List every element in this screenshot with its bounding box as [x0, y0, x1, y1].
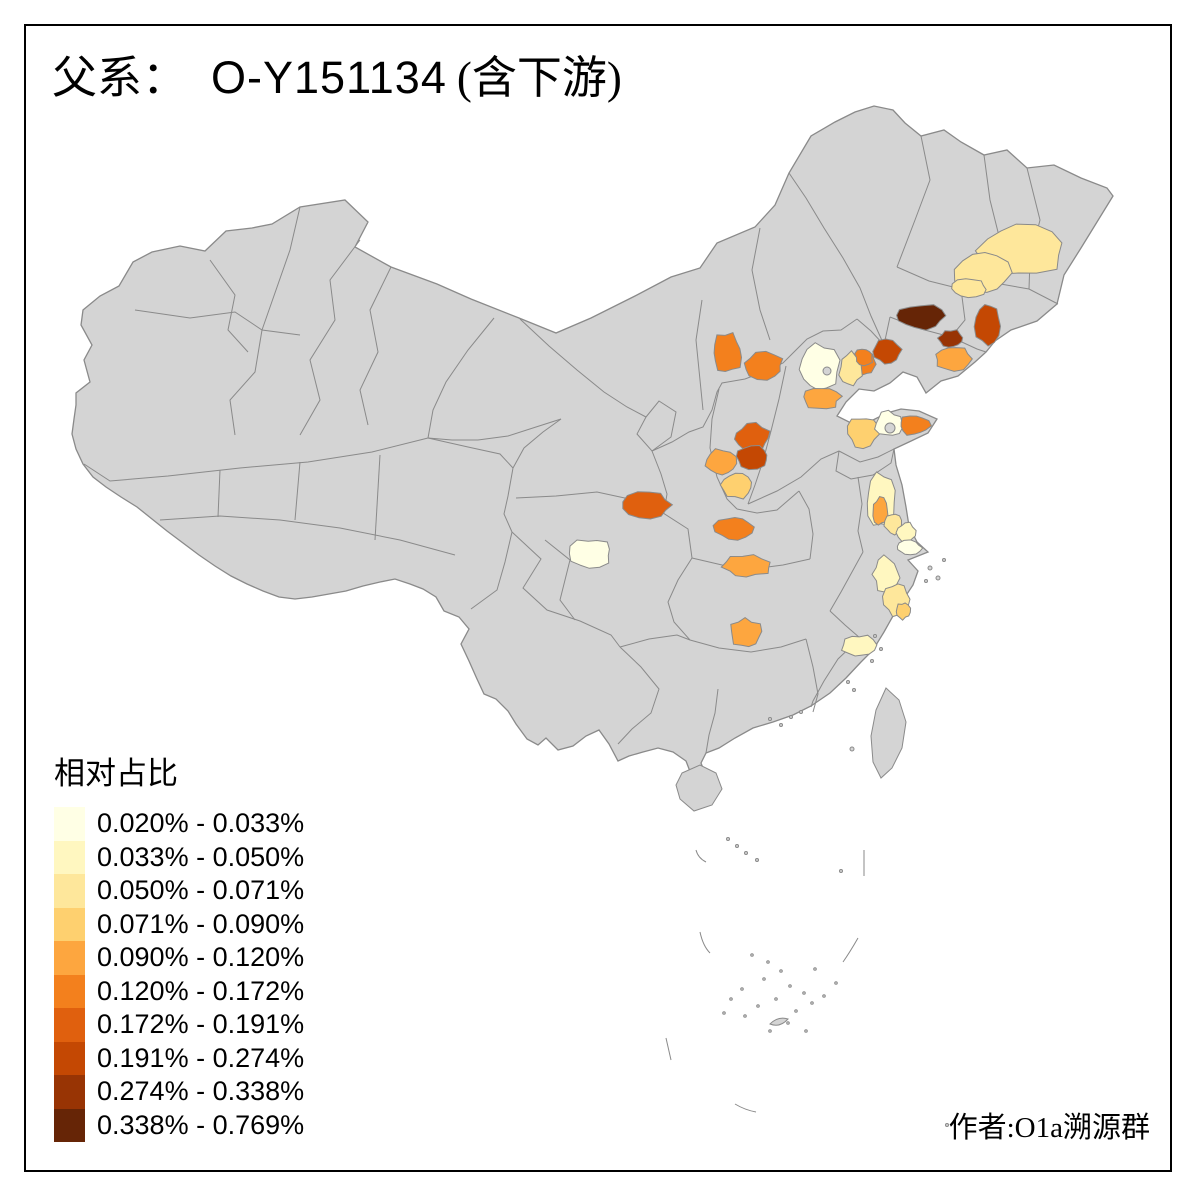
- title-cjk-label: 父系：: [52, 53, 188, 103]
- legend-row: 0.338% - 0.769%: [54, 1108, 305, 1142]
- map-region: [712, 516, 755, 541]
- legend-row: 0.191% - 0.274%: [54, 1041, 305, 1075]
- map-region: [730, 616, 763, 648]
- legend-swatch: [54, 1008, 85, 1042]
- south-china-sea-islets: [665, 837, 949, 1127]
- legend-row: 0.172% - 0.191%: [54, 1008, 304, 1042]
- legend-row: 0.033% - 0.050%: [54, 840, 305, 874]
- legend-swatch: [54, 974, 85, 1008]
- legend-swatch: [54, 1108, 85, 1142]
- map-region: [713, 331, 743, 373]
- coastal-islets: [768, 558, 946, 873]
- map-region: [840, 634, 878, 657]
- map-region: [798, 342, 841, 391]
- legend-row: 0.274% - 0.338%: [54, 1075, 304, 1109]
- map-region: [854, 348, 873, 367]
- legend-rows: 0.020% - 0.033% 0.033% - 0.050% 0.050% - 0…: [54, 807, 304, 1142]
- map-region: [900, 415, 933, 436]
- province-borders: [83, 135, 1059, 754]
- map-region: [895, 602, 912, 621]
- map-region: [973, 304, 1002, 347]
- legend-label: 0.338% - 0.769%: [97, 1109, 305, 1140]
- no-data-enclaves: [822, 366, 896, 434]
- legend-row: 0.090% - 0.120%: [54, 941, 304, 975]
- map-region: [720, 554, 771, 578]
- legend-swatch: [54, 907, 85, 941]
- hainan-island: [675, 764, 723, 812]
- attribution-text: 作者:O1a溯源群: [948, 1112, 1150, 1144]
- map-frame: [24, 24, 1172, 1172]
- legend-label: 0.120% - 0.172%: [97, 975, 305, 1006]
- legend-swatch: [54, 1041, 85, 1075]
- map-region: [935, 347, 973, 372]
- legend-label: 0.090% - 0.120%: [97, 942, 305, 973]
- legend-swatch: [54, 941, 85, 975]
- map-region: [622, 491, 674, 520]
- map-region: [704, 448, 738, 476]
- legend-title: 相对占比: [54, 756, 178, 791]
- map-region: [896, 304, 947, 331]
- legend-label: 0.172% - 0.191%: [97, 1009, 305, 1040]
- title-haplogroup-code: O-Y151134: [211, 52, 447, 103]
- mainland-outline: [71, 105, 1114, 784]
- map-region: [951, 278, 987, 299]
- legend-swatch: [54, 807, 85, 841]
- page-title: 父系： O-Y151134 (含下游): [52, 52, 622, 105]
- map-region: [743, 350, 784, 381]
- legend-label: 0.033% - 0.050%: [97, 841, 305, 872]
- title-suffix: (含下游): [456, 53, 622, 103]
- map-region: [719, 472, 753, 500]
- legend-row: 0.120% - 0.172%: [54, 974, 305, 1008]
- map-region: [803, 387, 844, 410]
- taiwan-island: [870, 687, 907, 779]
- map-region: [872, 338, 903, 365]
- legend-row: 0.071% - 0.090%: [54, 907, 305, 941]
- legend: 相对占比 0.020% - 0.033% 0.033% - 0.050% 0.050…: [54, 748, 304, 1142]
- map-region: [936, 329, 964, 348]
- map-region: [568, 539, 610, 569]
- legend-row: 0.050% - 0.071%: [54, 874, 304, 908]
- legend-label: 0.071% - 0.090%: [97, 908, 305, 939]
- legend-swatch: [54, 874, 85, 908]
- legend-label: 0.274% - 0.338%: [97, 1076, 305, 1107]
- legend-label: 0.191% - 0.274%: [97, 1042, 305, 1073]
- legend-row: 0.020% - 0.033%: [54, 807, 304, 841]
- legend-label: 0.050% - 0.071%: [97, 875, 305, 906]
- legend-swatch: [54, 1075, 85, 1109]
- legend-label: 0.020% - 0.033%: [97, 808, 305, 839]
- legend-swatch: [54, 840, 85, 874]
- islands: [665, 558, 949, 1127]
- map-region: [896, 539, 924, 556]
- map-region: [735, 444, 768, 471]
